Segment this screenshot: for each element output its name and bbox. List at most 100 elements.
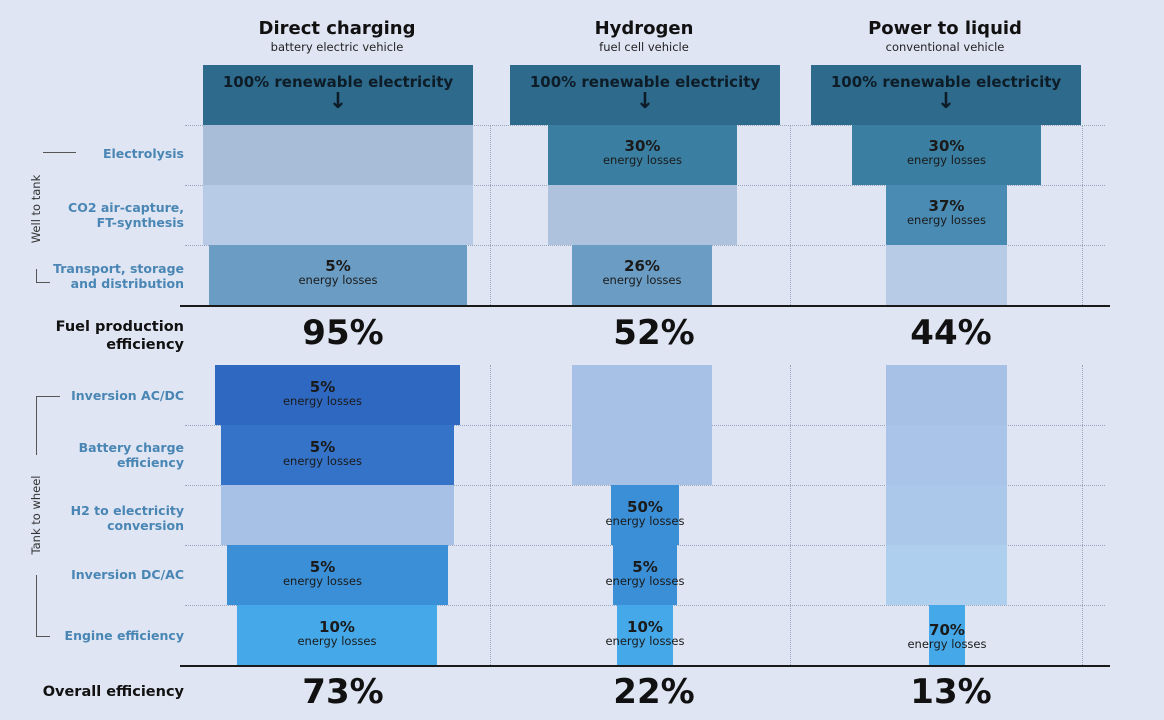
column-subtitle-hydrogen: fuel cell vehicle — [599, 40, 689, 54]
grid-line-vertical — [490, 125, 491, 305]
grid-line-vertical — [1082, 125, 1083, 305]
arrow-down-icon: ↓ — [635, 89, 655, 114]
bar-direct-transport — [209, 245, 467, 305]
fuel-production-label-line1: Fuel production — [55, 319, 184, 335]
group-label-well-to-tank: Well to tank — [29, 149, 43, 269]
row-label-co2-capture: CO2 air-capture, FT-synthesis — [34, 200, 184, 230]
loss-percent: 50% — [627, 498, 663, 516]
loss-percent: 5% — [325, 257, 351, 275]
bar-hydrogen-transport — [572, 245, 712, 305]
bar-direct-inversion-acdc — [215, 365, 460, 425]
loss-label-direct-inversion-acdc: 5% energy losses — [215, 379, 430, 407]
row-label-engine: Engine efficiency — [64, 628, 184, 643]
loss-percent: 5% — [632, 558, 658, 576]
row-label-h2-line2: conversion — [107, 518, 184, 533]
loss-text: energy losses — [298, 273, 378, 287]
loss-text: energy losses — [282, 454, 362, 468]
bar-hydrogen-electrolysis — [548, 125, 737, 185]
row-label-battery-line2: efficiency — [116, 455, 184, 470]
column-subtitle-direct: battery electric vehicle — [270, 40, 404, 54]
bar-direct-inversion-dcac — [227, 545, 448, 605]
loss-label-direct-transport: 5% energy losses — [209, 258, 467, 286]
arrow-down-icon: ↓ — [936, 89, 956, 114]
fuel-production-direct: 95% — [302, 313, 384, 353]
grid-line-vertical — [1082, 365, 1083, 665]
row-label-inversion-acdc: Inversion AC/DC — [71, 388, 184, 403]
loss-label-direct-engine: 10% energy losses — [237, 619, 437, 647]
column-title-direct: Direct charging — [258, 18, 416, 39]
loss-percent: 5% — [309, 378, 336, 396]
loss-text: energy losses — [602, 273, 682, 287]
bracket-tick — [36, 282, 50, 283]
loss-text: energy losses — [605, 514, 685, 528]
source-box-label: 100% renewable electricity — [222, 73, 454, 91]
loss-percent: 37% — [928, 197, 965, 215]
grid-line-vertical — [790, 365, 791, 665]
row-label-h2-conversion: H2 to electricity conversion — [34, 503, 184, 533]
bar-ptl-co2-capture — [886, 185, 1007, 245]
loss-label-ptl-electrolysis: 30% energy losses — [852, 138, 1041, 166]
bracket-tick — [36, 152, 76, 153]
source-box-direct: 100% renewable electricity ↓ — [203, 65, 473, 125]
fuel-production-hydrogen: 52% — [613, 313, 695, 353]
loss-label-hydrogen-electrolysis: 30% energy losses — [548, 138, 737, 166]
bar-direct-engine — [237, 605, 437, 665]
column-title-hydrogen: Hydrogen — [594, 18, 694, 39]
row-label-co2-line1: CO2 air-capture, — [68, 200, 184, 215]
loss-label-hydrogen-engine: 10% energy losses — [595, 619, 695, 647]
row-label-co2-line2: FT-synthesis — [96, 215, 184, 230]
row-label-transport-line1: Transport, storage — [53, 261, 184, 276]
loss-label-hydrogen-inversion-dcac: 5% energy losses — [595, 559, 695, 587]
column-subtitle-ptl: conventional vehicle — [885, 40, 1005, 54]
bar-direct-h2-conversion — [221, 485, 454, 545]
source-box-label: 100% renewable electricity — [529, 73, 761, 91]
overall-hydrogen: 22% — [613, 672, 695, 712]
loss-label-direct-inversion-dcac: 5% energy losses — [227, 559, 418, 587]
row-label-battery-charge: Battery charge efficiency — [34, 440, 184, 470]
loss-percent: 5% — [309, 558, 336, 576]
group-label-tank-to-wheel: Tank to wheel — [29, 455, 43, 575]
loss-percent: 70% — [929, 621, 965, 639]
row-label-transport-line2: and distribution — [70, 276, 184, 291]
bracket-tick — [36, 396, 60, 397]
bar-direct-co2-capture — [203, 185, 473, 245]
source-box-label: 100% renewable electricity — [830, 73, 1062, 91]
loss-label-hydrogen-transport: 26% energy losses — [572, 258, 712, 286]
loss-text: energy losses — [282, 574, 362, 588]
loss-text: energy losses — [297, 634, 377, 648]
loss-percent: 30% — [624, 137, 661, 155]
grid-line-vertical — [790, 125, 791, 305]
column-title-ptl: Power to liquid — [868, 18, 1022, 39]
bar-ptl-inversion-acdc — [886, 365, 1007, 425]
loss-percent: 30% — [928, 137, 965, 155]
loss-text: energy losses — [906, 153, 986, 167]
fuel-production-label-line2: efficiency — [106, 337, 184, 353]
bracket-tick — [36, 636, 50, 637]
loss-text: energy losses — [602, 153, 682, 167]
bar-hydrogen-co2-capture — [548, 185, 737, 245]
bar-ptl-engine — [929, 605, 965, 665]
grid-line-vertical — [490, 365, 491, 665]
divider-fuel-production — [180, 305, 1110, 307]
loss-percent: 10% — [627, 618, 663, 636]
divider-overall — [180, 665, 1110, 667]
loss-label-direct-battery-charge: 5% energy losses — [221, 439, 424, 467]
row-label-transport: Transport, storage and distribution — [34, 261, 184, 291]
bar-hydrogen-inversion-dcac — [613, 545, 677, 605]
bar-ptl-transport — [886, 245, 1007, 305]
bar-hydrogen-h2-conversion — [611, 485, 679, 545]
loss-percent: 5% — [309, 438, 336, 456]
loss-percent: 26% — [624, 257, 660, 275]
bar-ptl-battery-charge — [886, 425, 1007, 485]
overall-direct: 73% — [302, 672, 384, 712]
row-label-h2-line1: H2 to electricity — [70, 503, 184, 518]
arrow-down-icon: ↓ — [328, 89, 348, 114]
loss-label-ptl-co2-capture: 37% energy losses — [886, 198, 1007, 226]
fuel-production-ptl: 44% — [910, 313, 992, 353]
loss-percent: 10% — [319, 618, 355, 636]
loss-text: energy losses — [605, 574, 685, 588]
loss-text: energy losses — [605, 634, 685, 648]
overall-efficiency-label: Overall efficiency — [42, 684, 184, 700]
bar-direct-battery-charge — [221, 425, 454, 485]
